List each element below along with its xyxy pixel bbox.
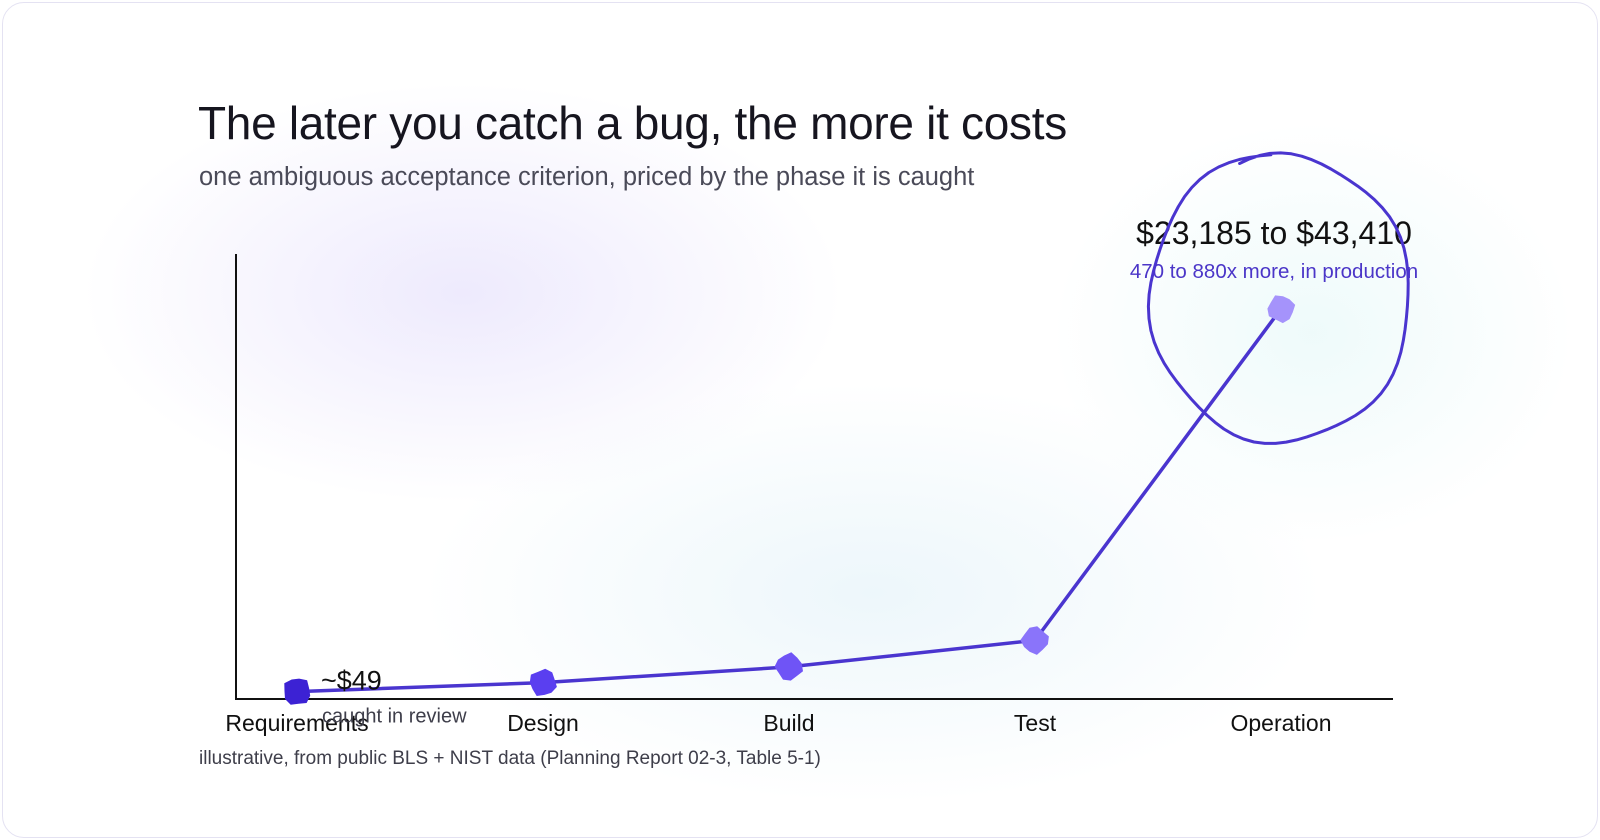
- data-point-build: [774, 652, 803, 681]
- data-point-requirements: [284, 678, 311, 705]
- series-line-layer: [295, 307, 1283, 694]
- data-point-operation: [1267, 295, 1296, 324]
- annotations: ~$49 caught in review $23,185 to $43,410 47…: [321, 151, 1418, 728]
- x-tick-label-test: Test: [1014, 710, 1057, 736]
- chart-title: The later you catch a bug, the more it c…: [198, 97, 1067, 149]
- annotation-requirements-value: ~$49: [321, 666, 382, 696]
- x-tick-labels: Requirements Design Build Test Operation: [225, 710, 1331, 736]
- data-point-test: [1020, 626, 1049, 655]
- chart-subtitle: one ambiguous acceptance criterion, pric…: [199, 163, 975, 191]
- annotation-operation-value: $23,185 to $43,410: [1136, 215, 1412, 251]
- source-note: illustrative, from public BLS + NIST dat…: [199, 748, 821, 769]
- axes: [235, 254, 1393, 700]
- x-tick-label-design: Design: [507, 710, 579, 736]
- x-tick-label-requirements: Requirements: [225, 710, 368, 736]
- data-point-design: [529, 668, 557, 696]
- highlight-circle: [1146, 151, 1410, 445]
- data-points: [284, 295, 1296, 705]
- x-tick-label-operation: Operation: [1230, 710, 1331, 736]
- x-tick-label-build: Build: [763, 710, 814, 736]
- annotation-requirements-note: caught in review: [322, 706, 467, 728]
- series-line: [295, 307, 1283, 694]
- annotation-operation-note: 470 to 880x more, in production: [1130, 260, 1418, 283]
